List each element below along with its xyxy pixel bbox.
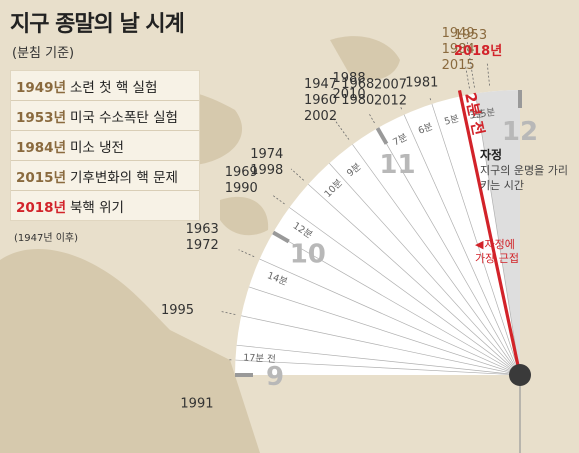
midnight-title: 자정 xyxy=(480,148,503,162)
minute-label-group: 5분 xyxy=(443,113,460,128)
legend-item: 1984년 미소 냉전 xyxy=(11,131,199,161)
minute-label-group: 3분 xyxy=(468,108,485,121)
legend-event: 북핵 위기 xyxy=(70,199,124,216)
year-leader xyxy=(368,112,375,124)
alert-line-1: 자정에 xyxy=(484,238,515,251)
year-label: 1991 xyxy=(180,396,213,411)
minute-spoke xyxy=(241,315,518,375)
legend-event: 기후변화의 핵 문제 xyxy=(70,169,178,186)
year-label: 1953 xyxy=(454,28,487,43)
minute-label-group: 17분 전 xyxy=(243,352,276,365)
alert-line-2: 가장 근접 xyxy=(475,252,519,265)
minute-label: 6분 xyxy=(417,121,435,137)
year-leader xyxy=(290,168,305,181)
minute-label-group: 2.5분 xyxy=(471,107,496,121)
clock-face-white xyxy=(235,90,520,375)
minute-spoke xyxy=(236,344,518,376)
year-label: 1995 xyxy=(161,303,194,318)
minute-label: 5분 xyxy=(443,113,460,128)
year-label: 2018년 xyxy=(454,44,502,59)
legend-note: (1947년 이후) xyxy=(14,233,79,244)
page-subtitle: (분침 기준) xyxy=(12,46,75,61)
midnight-description: 지구의 운명을 가리키는 시간 xyxy=(480,164,568,192)
year-label: 1988 xyxy=(333,71,366,86)
legend-item: 1953년 미국 수소폭탄 실험 xyxy=(11,101,199,131)
year-leader xyxy=(220,310,236,315)
year-labels: 194919842015201719532018년198120072012198… xyxy=(161,26,502,411)
minute-spoke xyxy=(403,114,520,373)
minute-spoke xyxy=(475,93,520,373)
minute-spoke xyxy=(248,286,518,375)
minute-spoke xyxy=(289,207,518,374)
minute-spoke xyxy=(259,258,518,375)
minute-spoke xyxy=(235,359,518,376)
year-label: 1963 xyxy=(186,222,219,237)
hour-tick xyxy=(272,230,290,244)
year-label: 1969 xyxy=(225,165,258,180)
year-label: 1990 xyxy=(225,181,258,196)
clock-pivot xyxy=(509,364,531,386)
year-label: 1981 xyxy=(405,76,438,91)
year-leader xyxy=(486,63,490,86)
year-label: 2010 xyxy=(333,87,366,102)
minute-spoke xyxy=(352,144,519,373)
year-leader xyxy=(429,98,432,102)
legend-item-current: 2018년 북핵 위기 xyxy=(11,191,199,220)
legend-event: 소련 첫 핵 실험 xyxy=(70,79,158,96)
legend: 1949년 소련 첫 핵 실험 1953년 미국 수소폭탄 실험 1984년 미… xyxy=(10,70,200,221)
legend-year: 2015년 xyxy=(16,169,66,186)
page-title: 지구 종말의 날 시계 xyxy=(10,12,185,37)
minute-spoke xyxy=(431,103,520,373)
year-label: 2002 xyxy=(304,109,337,124)
legend-year: 1953년 xyxy=(16,109,66,126)
year-label: 2007 xyxy=(374,77,407,92)
minute-spoke xyxy=(307,184,519,374)
minute-label: 17분 전 xyxy=(243,352,276,365)
minute-label-group: 6분 xyxy=(417,121,435,137)
legend-event: 미국 수소폭탄 실험 xyxy=(70,109,178,126)
hour-numeral: 11 xyxy=(379,150,415,180)
year-label: 1998 xyxy=(250,163,283,178)
year-leader xyxy=(332,117,350,140)
minute-spoke xyxy=(329,162,519,374)
minute-label: 2.5분 xyxy=(471,107,496,121)
hour-numerals: 12 11 10 9 xyxy=(266,117,538,392)
year-leader xyxy=(272,194,285,205)
minute-spoke xyxy=(273,232,518,374)
year-leader xyxy=(400,107,403,110)
legend-event: 미소 냉전 xyxy=(70,139,124,156)
legend-year: 1949년 xyxy=(16,79,66,96)
legend-item: 2015년 기후변화의 핵 문제 xyxy=(11,161,199,191)
legend-year: 2018년 xyxy=(16,199,66,216)
closest-to-midnight-note: ◀자정에 가장 근접 xyxy=(475,238,519,266)
hour-tick xyxy=(375,127,389,145)
year-label: 1947 1968 xyxy=(304,77,374,92)
hour-numeral: 9 xyxy=(266,362,284,392)
legend-item: 1949년 소련 첫 핵 실험 xyxy=(11,71,199,101)
year-label: 1984 xyxy=(442,42,475,57)
year-label: 1974 xyxy=(250,147,283,162)
year-label: 2012 xyxy=(374,93,407,108)
year-label: 1960 1980 xyxy=(304,93,374,108)
minute-hand-needle xyxy=(457,90,522,376)
year-label: 2015 xyxy=(442,58,475,73)
left-arrow-icon: ◀ xyxy=(475,238,484,251)
year-label: 1972 xyxy=(186,238,219,253)
minute-label: 3분 xyxy=(468,108,485,121)
legend-year: 1984년 xyxy=(16,139,66,156)
minute-spoke xyxy=(377,128,519,373)
year-label: 1949 xyxy=(442,26,475,41)
hour-numeral: 12 xyxy=(502,117,538,147)
hour-numeral: 10 xyxy=(290,240,326,270)
year-leader xyxy=(238,249,255,258)
